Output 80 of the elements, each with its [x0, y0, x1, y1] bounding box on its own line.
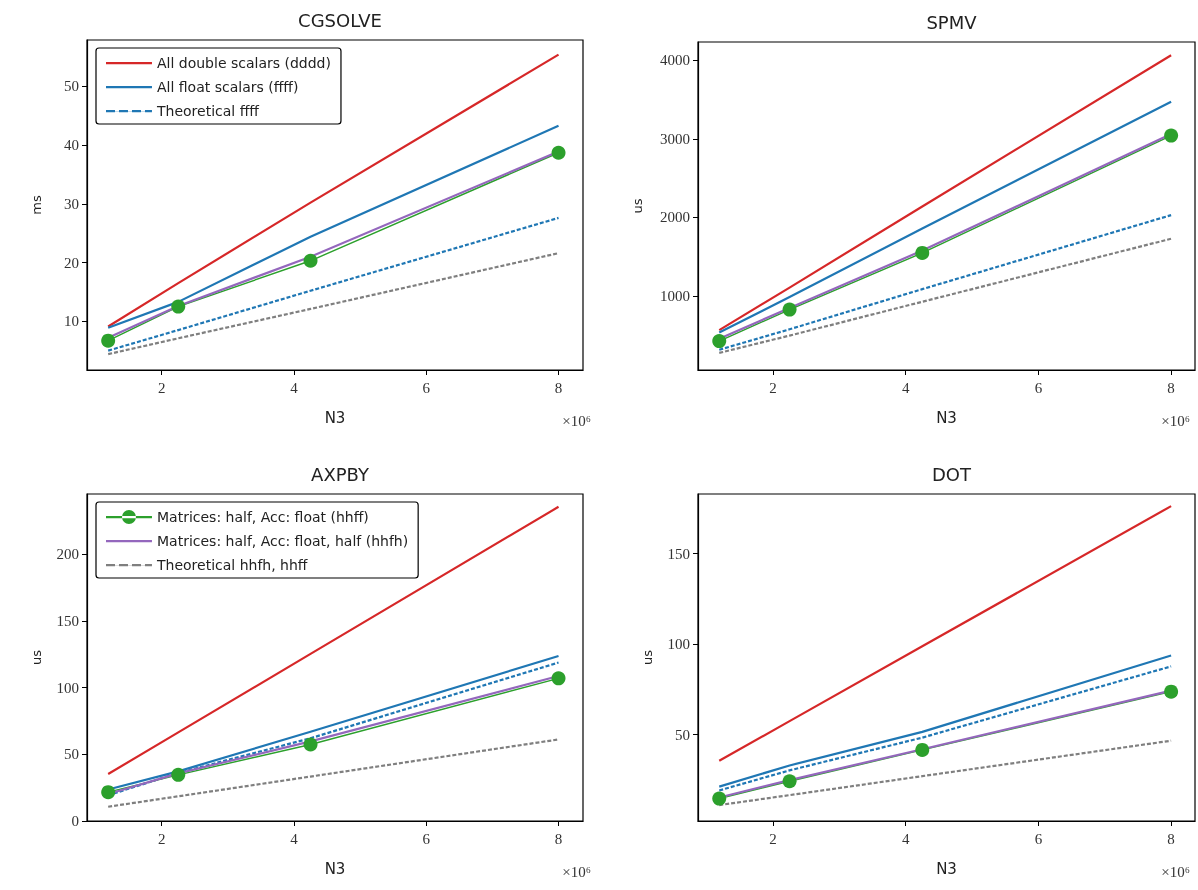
legend-label: Matrices: half, Acc: float, half (hhfh): [156, 533, 409, 549]
line-series: [107, 252, 560, 356]
x-tick-label: 6: [422, 830, 431, 847]
chart-title: AXPBY: [311, 463, 370, 485]
y-axis-title: us: [29, 649, 44, 666]
y-tick-label: 2000: [660, 209, 690, 226]
y-tick-label: 200: [56, 546, 79, 563]
x-axis-title: N3: [324, 859, 346, 878]
x-tick-label: 8: [554, 379, 563, 396]
y-axis-title: us: [640, 649, 655, 666]
text: ×10⁶: [562, 863, 592, 880]
x-tick-label: 4: [901, 830, 910, 847]
text: ×10⁶: [562, 412, 592, 429]
line-series: [107, 505, 560, 776]
line-series: [718, 505, 1173, 762]
y-tick-label: 100: [667, 636, 690, 653]
y-tick-label: 4000: [660, 52, 690, 69]
legend-label: All double scalars (dddd): [156, 55, 331, 71]
point: [712, 334, 727, 349]
point: [551, 145, 566, 160]
text: ×10⁶: [1161, 863, 1191, 880]
point: [101, 333, 116, 348]
legend-label: All float scalars (ffff): [156, 79, 299, 95]
chart-title: DOT: [931, 463, 973, 485]
y-tick-label: 10: [64, 313, 79, 330]
y-tick-label: 100: [56, 679, 79, 696]
point: [171, 299, 186, 314]
y-tick-label: 40: [64, 137, 79, 154]
line-series: [107, 124, 560, 329]
point: [303, 253, 318, 268]
y-tick-label: 50: [64, 746, 79, 763]
x-axis-title: N3: [936, 859, 957, 878]
x-tick-label: 8: [1167, 379, 1175, 396]
line-series: [107, 216, 560, 352]
x-tick-label: 6: [1034, 379, 1043, 396]
x-tick-label: 4: [290, 379, 299, 396]
y-tick-label: 0: [71, 813, 79, 829]
point: [915, 245, 930, 260]
x-tick-label: 8: [554, 830, 563, 847]
y-axis-title: us: [630, 198, 645, 214]
y-tick-label: 30: [64, 195, 79, 212]
x-tick-label: 4: [290, 830, 299, 847]
y-tick-label: 50: [64, 78, 79, 95]
legend-label: Theoretical hhfh, hhff: [155, 557, 308, 573]
point: [782, 774, 797, 789]
point: [1164, 128, 1179, 143]
chart-title: CGSOLVE: [298, 9, 382, 31]
point: [303, 737, 318, 752]
text: ×10⁶: [1161, 412, 1191, 429]
x-tick-label: 6: [1034, 830, 1043, 847]
legend-label: Theoretical ffff: [155, 103, 260, 119]
legend-label: Matrices: half, Acc: float (hhff): [156, 509, 369, 525]
x-tick-label: 2: [769, 379, 777, 396]
point: [1164, 684, 1179, 699]
y-axis-title: ms: [29, 195, 44, 215]
x-axis-title: N3: [936, 408, 957, 427]
line-series: [107, 53, 560, 328]
line-series: [718, 54, 1173, 332]
point: [712, 791, 727, 806]
point: [101, 785, 116, 800]
x-tick-label: 2: [769, 830, 777, 847]
point: [171, 767, 186, 782]
y-tick-label: 50: [675, 726, 690, 743]
x-tick-label: 6: [422, 379, 431, 396]
y-tick-label: 150: [667, 545, 690, 562]
x-tick-label: 2: [157, 830, 166, 847]
point: [551, 671, 566, 686]
x-tick-label: 2: [157, 379, 166, 396]
y-tick-label: 1000: [660, 288, 690, 305]
x-tick-label: 4: [901, 379, 910, 396]
point: [782, 302, 797, 317]
x-tick-label: 8: [1167, 830, 1175, 847]
y-tick-label: 150: [56, 612, 79, 629]
line-series: [107, 738, 560, 808]
point: [915, 742, 930, 757]
y-tick-label: 3000: [660, 130, 690, 147]
chart-title: SPMV: [926, 11, 978, 33]
x-axis-title: N3: [324, 408, 346, 427]
y-tick-label: 20: [64, 254, 79, 271]
line-series: [718, 237, 1173, 355]
